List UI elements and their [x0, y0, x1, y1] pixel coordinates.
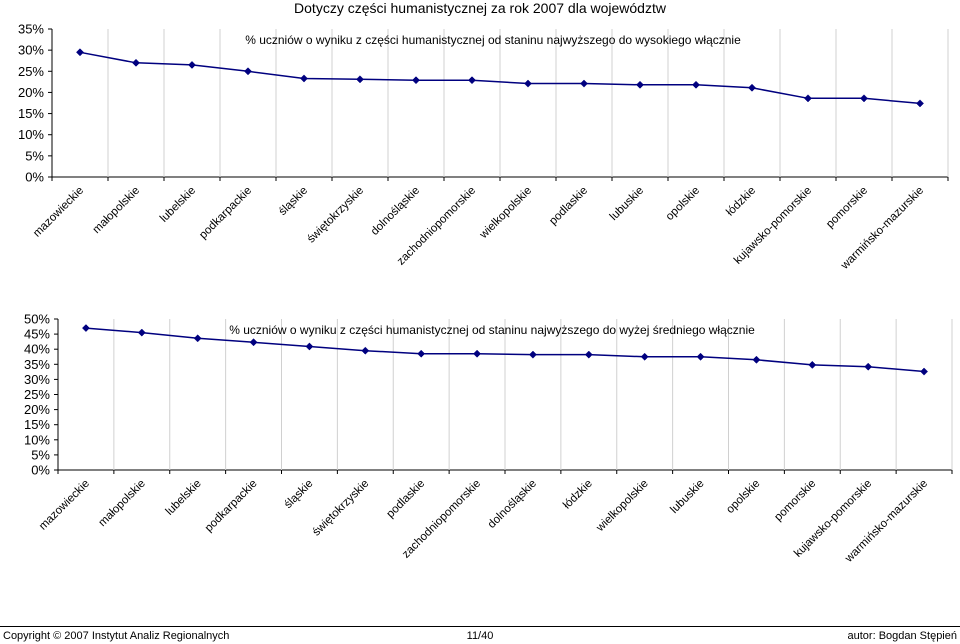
category-label: wielkopolskie	[594, 478, 651, 535]
category-label: podlaskie	[547, 185, 590, 228]
y-tick-label: 0%	[25, 170, 44, 185]
y-tick-label: 15%	[24, 417, 50, 432]
category-label: podlaskie	[384, 478, 427, 521]
chart-high-stanine: 0% 5% 10% 15% 20% 25% 30% 35% % uczniów o wyniku…	[18, 22, 949, 272]
category-label: łódzkie	[561, 478, 595, 512]
data-point	[412, 76, 420, 85]
y-tick-label: 30%	[18, 43, 44, 58]
category-label: śląskie	[282, 478, 315, 511]
data-point	[244, 67, 252, 76]
data-point	[584, 350, 593, 359]
category-label: śląskie	[277, 185, 310, 218]
y-tick-label: 35%	[18, 22, 44, 37]
data-point	[188, 60, 196, 69]
data-point	[860, 94, 868, 103]
category-label: świętokrzyskie	[311, 478, 372, 539]
y-tick-label: 0%	[31, 463, 50, 478]
data-point	[920, 367, 929, 376]
data-point	[300, 74, 308, 83]
data-point	[580, 79, 588, 88]
category-label: pomorskie	[824, 185, 870, 231]
category-label: lubuskie	[668, 478, 706, 516]
y-tick-label: 30%	[24, 372, 50, 387]
y-tick-label: 35%	[24, 357, 50, 372]
category-label: mazowieckie	[37, 478, 92, 533]
data-point	[417, 349, 426, 358]
category-label: opolskie	[664, 185, 702, 223]
chart-above-average-stanine: 0%5%10%15%20%25%30%35%40%45%50% % uczniów…	[24, 312, 953, 565]
chart-title: % uczniów o wyniku z części humanistyczn…	[245, 33, 741, 47]
category-label: łódzkie	[724, 185, 758, 219]
data-point	[528, 350, 537, 359]
author-text: autor: Bogdan Stępień	[847, 630, 957, 642]
y-tick-label: 50%	[24, 312, 50, 327]
page-title: Dotyczy części humanistycznej za rok 200…	[294, 0, 666, 16]
footer: Copyright © 2007 Instytut Analiz Regiona…	[0, 626, 960, 643]
y-tick-label: 20%	[18, 85, 44, 100]
y-tick-label: 25%	[24, 387, 50, 402]
category-label: lubuskie	[608, 185, 646, 223]
data-point	[356, 75, 364, 84]
y-tick-label: 40%	[24, 342, 50, 357]
data-point	[640, 352, 649, 361]
copyright-text: Copyright © 2007 Instytut Analiz Regiona…	[3, 630, 230, 642]
data-point	[305, 342, 314, 351]
data-point	[81, 324, 90, 333]
data-point	[193, 334, 202, 343]
data-point	[692, 80, 700, 89]
data-point	[636, 80, 644, 89]
y-tick-label: 10%	[24, 432, 50, 447]
data-point	[137, 328, 146, 337]
y-tick-label: 20%	[24, 402, 50, 417]
category-label: dolnośląskie	[369, 185, 422, 238]
data-point	[473, 349, 482, 358]
series-line	[85, 327, 925, 373]
category-label: podkarpackie	[197, 185, 254, 242]
category-label: mazowieckie	[31, 185, 86, 240]
data-point	[748, 83, 756, 92]
data-point	[696, 352, 705, 361]
category-label: wielkopolskie	[477, 185, 534, 242]
data-point	[76, 48, 84, 57]
data-point	[916, 99, 924, 108]
data-point	[804, 94, 812, 103]
category-label: pomorskie	[772, 478, 818, 524]
y-tick-label: 5%	[31, 447, 50, 462]
category-label: małopolskie	[91, 185, 142, 236]
y-tick-label: 5%	[25, 148, 44, 163]
chart-title: % uczniów o wyniku z części humanistyczn…	[229, 323, 755, 337]
page-number: 11/40	[466, 630, 494, 642]
category-label: świętokrzyskie	[305, 185, 366, 246]
category-label: lubelskie	[158, 185, 198, 225]
series-line	[79, 51, 921, 105]
data-point	[864, 362, 873, 371]
y-tick-label: 25%	[18, 64, 44, 79]
data-point	[468, 76, 476, 85]
y-tick-label: 15%	[18, 106, 44, 121]
data-point	[524, 79, 532, 88]
category-label: lubelskie	[164, 478, 204, 518]
y-tick-label: 10%	[18, 127, 44, 142]
category-label: dolnośląskie	[486, 478, 539, 531]
category-label: opolskie	[724, 478, 762, 516]
category-label: podkarpackie	[203, 478, 260, 535]
category-label: małopolskie	[97, 478, 148, 529]
data-point	[249, 338, 258, 347]
data-point	[361, 346, 370, 355]
data-point	[808, 360, 817, 369]
data-point	[752, 355, 761, 364]
data-point	[132, 58, 140, 67]
y-tick-label: 45%	[24, 327, 50, 342]
